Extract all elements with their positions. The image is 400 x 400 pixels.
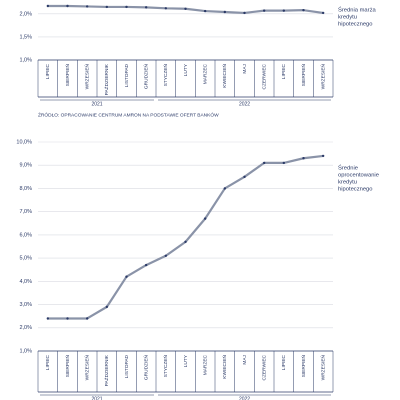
data-point <box>144 6 148 9</box>
x-tick-label: MAJ <box>242 63 248 73</box>
data-point <box>203 217 207 220</box>
data-point <box>46 317 50 320</box>
x-tick-label: MARZEC <box>202 354 208 375</box>
x-tick-label: SIERPIEŃ <box>64 354 71 377</box>
data-line <box>47 154 324 320</box>
data-point <box>66 4 69 8</box>
data-point <box>184 7 187 10</box>
data-point <box>125 275 128 278</box>
x-tick-label: KWIECIEŃ <box>221 354 228 378</box>
data-point <box>282 9 286 12</box>
x-tick-label: CZERWIEC <box>261 63 267 89</box>
y-tick-label: 3,0% <box>19 302 32 308</box>
series-label: kredytu <box>338 15 357 21</box>
x-tick-label: PAŹDZIERNIK <box>103 63 110 95</box>
x-tick-label: WRZESIEŃ <box>83 354 90 380</box>
y-tick-label: 1,5% <box>19 34 32 40</box>
x-tick-label: SIERPIEŃ <box>64 63 71 86</box>
series-label: Średnie <box>338 164 358 172</box>
y-tick-label: 7,0% <box>19 209 32 215</box>
data-point <box>144 263 148 267</box>
x-tick-label: LISTOPAD <box>124 63 130 87</box>
data-point <box>164 7 168 10</box>
series-label: kredytu <box>338 180 357 186</box>
data-point <box>125 5 128 9</box>
data-point <box>243 175 246 179</box>
x-tick-label: LIPIEC <box>281 354 287 370</box>
series-label: oprocentowanie <box>338 173 379 179</box>
y-tick-label: 5,0% <box>19 256 32 262</box>
data-point <box>85 317 89 320</box>
y-tick-label: 2,0% <box>19 11 32 17</box>
data-point <box>321 11 325 15</box>
x-tick-label: SIERPIEŃ <box>300 63 307 86</box>
y-tick-label: 2,0% <box>19 325 32 331</box>
x-tick-label: STYCZEŃ <box>162 354 169 377</box>
series-label: Średnia marża <box>338 6 376 14</box>
x-tick-label: WRZESIEŃ <box>319 354 326 380</box>
x-tick-label: MARZEC <box>202 63 208 84</box>
x-tick-label: GRUDZIEŃ <box>142 354 149 380</box>
year-label: 2021 <box>91 101 102 107</box>
data-point <box>243 11 246 15</box>
x-tick-label: LUTY <box>183 63 189 76</box>
x-tick-label: MAJ <box>242 354 248 364</box>
x-tick-label: SIERPIEŃ <box>300 354 307 377</box>
data-point <box>46 4 50 8</box>
year-label: 2022 <box>239 101 250 107</box>
year-label: 2022 <box>239 396 250 400</box>
x-tick-label: WRZESIEŃ <box>83 63 90 89</box>
x-tick-label: PAŹDZIERNIK <box>103 354 110 386</box>
series-label: hipotecznego <box>338 187 373 193</box>
y-tick-label: 8,0% <box>19 186 32 192</box>
data-point <box>66 317 69 320</box>
source-note: ŹRÓDŁO: OPRACOWANIE CENTRUM AMRON NA POD… <box>38 111 219 118</box>
x-tick-label: STYCZEŃ <box>162 63 169 86</box>
x-tick-label: LISTOPAD <box>124 354 130 378</box>
data-point <box>262 9 266 12</box>
y-tick-label: 10,0% <box>16 139 32 145</box>
y-tick-label: 4,0% <box>19 279 32 285</box>
data-point <box>203 9 207 13</box>
data-point <box>321 154 325 158</box>
x-tick-label: LIPIEC <box>45 63 51 79</box>
data-point <box>223 187 227 190</box>
y-tick-label: 1,0% <box>19 57 32 63</box>
data-point <box>85 5 89 8</box>
y-tick-label: 9,0% <box>19 163 32 169</box>
x-tick-label: CZERWIEC <box>261 354 267 380</box>
data-point <box>184 240 187 244</box>
data-point <box>282 161 286 165</box>
y-tick-label: 6,0% <box>19 232 32 238</box>
data-point <box>105 305 109 309</box>
x-tick-label: LUTY <box>183 354 189 367</box>
data-point <box>262 161 266 165</box>
x-tick-label: KWIECIEŃ <box>221 63 228 87</box>
year-label: 2021 <box>91 396 102 400</box>
data-point <box>223 10 227 14</box>
series-label: hipotecznego <box>338 22 373 28</box>
data-point <box>302 157 305 160</box>
data-point <box>105 5 109 9</box>
y-tick-label: 1,0% <box>19 348 32 354</box>
data-point <box>164 254 168 257</box>
data-point <box>302 8 305 12</box>
x-tick-label: LIPIEC <box>45 354 51 370</box>
x-tick-label: LIPIEC <box>281 63 287 79</box>
x-tick-label: WRZESIEŃ <box>319 63 326 89</box>
x-tick-label: GRUDZIEŃ <box>142 63 149 89</box>
